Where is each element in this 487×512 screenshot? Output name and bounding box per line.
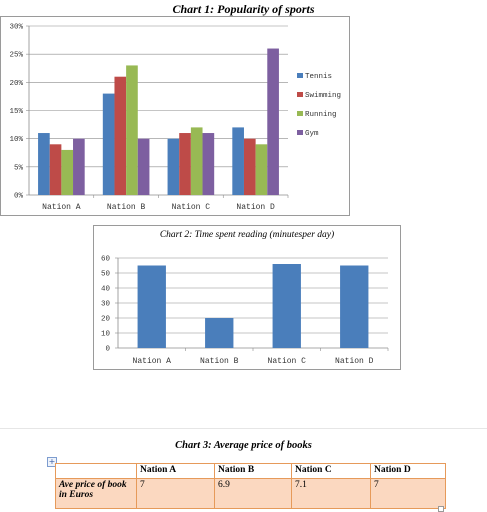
legend-label: Gym [305, 130, 319, 138]
bar [205, 318, 234, 348]
x-tick-label: Nation A [42, 203, 81, 212]
chart2-frame [93, 225, 401, 370]
chart2-title: Chart 2: Time spent reading (minutesper … [159, 230, 335, 240]
y-tick-label: 30 [101, 301, 111, 309]
y-tick-label: 0 [105, 346, 110, 354]
table-header-cell [55, 463, 137, 479]
y-tick-label: 10% [9, 136, 23, 144]
x-tick-label: Nation D [236, 203, 275, 212]
bar [114, 76, 127, 195]
chart1-title: Chart 1: Popularity of sports [172, 2, 315, 16]
x-tick-label: Nation C [172, 203, 211, 212]
bar [267, 48, 279, 196]
legend-swatch [297, 92, 303, 97]
x-tick-label: Nation B [200, 357, 239, 366]
table-cell: 6.9 [214, 478, 292, 509]
bar [179, 133, 191, 195]
x-tick-label: Nation B [107, 203, 146, 212]
bar [102, 93, 115, 195]
legend-swatch [297, 111, 303, 116]
bar [232, 127, 244, 195]
y-tick-label: 60 [101, 256, 111, 264]
table-header-cell: Nation B [214, 463, 292, 479]
bar [126, 65, 138, 195]
bar [255, 144, 268, 195]
bar [340, 265, 369, 348]
chart3-title: Chart 3: Average price of books [175, 440, 312, 451]
bar [243, 138, 256, 195]
bar [61, 149, 74, 195]
bar [167, 138, 180, 195]
bar [202, 133, 215, 195]
price-table: Nation A Nation B Nation C Nation D Ave … [55, 463, 446, 509]
bar [38, 133, 50, 195]
table-header-cell: Nation C [291, 463, 371, 479]
legend-swatch [297, 130, 303, 135]
table-header-cell: Nation D [370, 463, 446, 479]
y-tick-label: 5% [14, 164, 24, 172]
x-tick-label: Nation C [268, 357, 307, 366]
legend-label: Swimming [305, 92, 341, 100]
bar [49, 144, 62, 195]
y-tick-label: 30% [9, 24, 23, 32]
bar [73, 138, 85, 195]
y-tick-label: 0% [14, 193, 24, 201]
table-header-row: Nation A Nation B Nation C Nation D [55, 463, 446, 479]
table-cell: 7 [136, 478, 215, 509]
table-cell: 7 [370, 478, 446, 509]
bar [190, 127, 203, 195]
table-cell: 7.1 [291, 478, 371, 509]
x-tick-label: Nation D [335, 357, 374, 366]
chart1-frame [0, 16, 350, 216]
legend-label: Tennis [305, 73, 332, 81]
y-tick-label: 10 [101, 331, 111, 339]
table-row-label: Ave price of book in Euros [55, 478, 137, 509]
section-divider [0, 428, 487, 429]
table-resize-handle[interactable] [438, 506, 444, 512]
y-tick-label: 20 [101, 316, 111, 324]
y-tick-label: 15% [9, 108, 23, 116]
legend-swatch [297, 73, 303, 78]
bar [272, 264, 301, 348]
y-tick-label: 40 [101, 286, 111, 294]
legend-label: Running [305, 111, 337, 119]
table-header-cell: Nation A [136, 463, 215, 479]
y-tick-label: 25% [9, 52, 23, 60]
table-row: Ave price of book in Euros 7 6.9 7.1 7 [55, 478, 446, 509]
bar [137, 138, 150, 195]
table-move-handle-icon[interactable]: + [47, 457, 57, 467]
bar [137, 265, 166, 348]
y-tick-label: 20% [9, 80, 23, 88]
y-tick-label: 50 [101, 271, 111, 279]
x-tick-label: Nation A [133, 357, 172, 366]
